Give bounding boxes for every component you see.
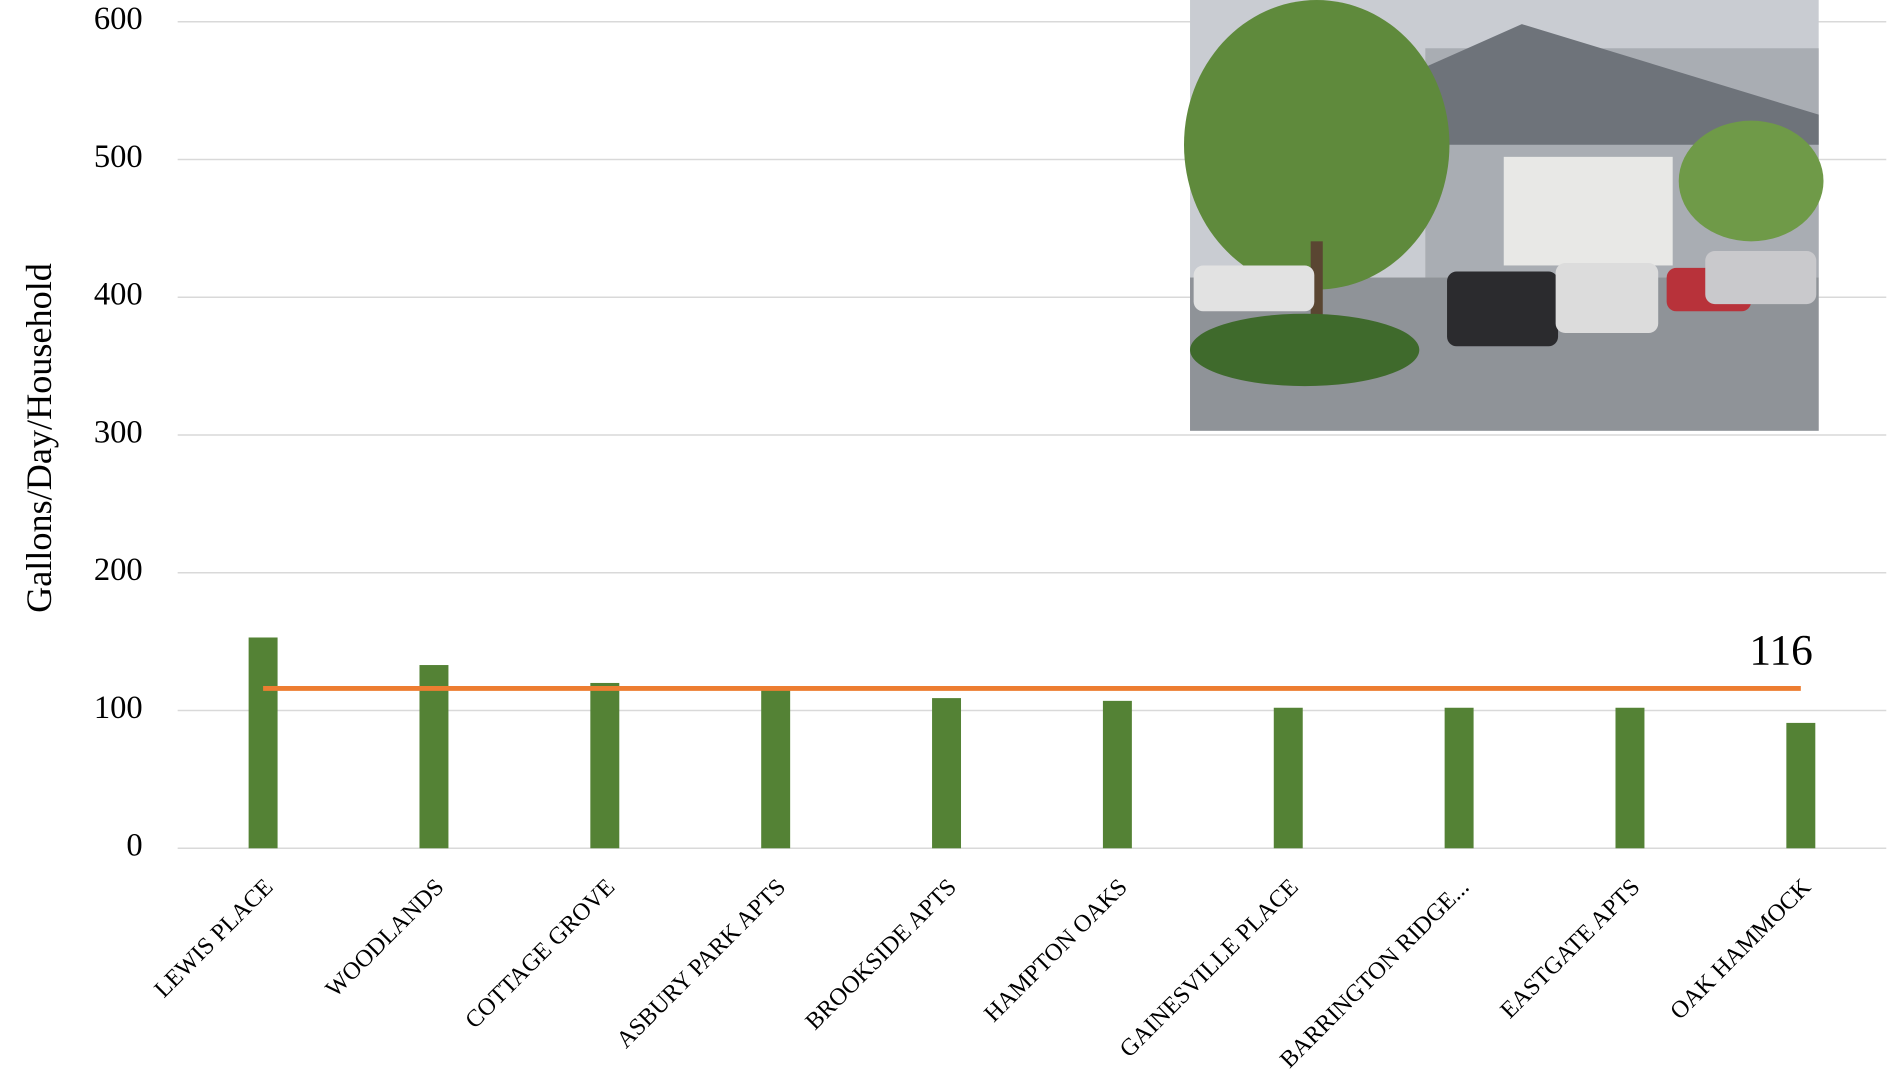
bar bbox=[1102, 700, 1132, 849]
x-tick-label: BROOKSIDE APTS bbox=[800, 874, 962, 1036]
bar bbox=[761, 687, 791, 849]
x-tick-label: EASTGATE APTS bbox=[1495, 874, 1645, 1024]
photo-tree bbox=[1183, 0, 1450, 290]
photo-car bbox=[1705, 250, 1817, 305]
y-tick-label: 0 bbox=[126, 828, 142, 864]
x-tick-label: GAINESVILLE PLACE bbox=[1114, 874, 1303, 1063]
y-tick-label: 300 bbox=[94, 414, 143, 450]
bar bbox=[932, 698, 962, 849]
photo-porch bbox=[1503, 156, 1673, 266]
average-label: 116 bbox=[1749, 627, 1813, 675]
photo-car bbox=[1555, 263, 1659, 334]
x-tick-label: LEWIS PLACE bbox=[149, 874, 278, 1004]
bar bbox=[1444, 707, 1474, 849]
photo-car bbox=[1447, 271, 1559, 347]
x-tick-label: OAK HAMMOCK bbox=[1665, 873, 1817, 1025]
bar bbox=[1615, 707, 1645, 849]
bar bbox=[590, 682, 620, 849]
x-tick-label: ASBURY PARK APTS bbox=[611, 874, 791, 1054]
y-axis-label: Gallons/Day/Household bbox=[19, 263, 59, 613]
bar bbox=[1786, 722, 1816, 849]
x-tick-label: WOODLANDS bbox=[320, 874, 449, 1003]
bar bbox=[248, 637, 278, 849]
y-tick-label: 100 bbox=[94, 690, 143, 726]
photo-tree bbox=[1678, 120, 1824, 242]
x-tick-label: COTTAGE GROVE bbox=[460, 874, 620, 1034]
y-tick-label: 600 bbox=[94, 1, 143, 37]
y-tick-label: 400 bbox=[94, 277, 143, 313]
photo-roof bbox=[1413, 24, 1819, 145]
y-tick-label: 200 bbox=[94, 552, 143, 588]
x-tick-label: HAMPTON OAKS bbox=[979, 874, 1133, 1028]
bar bbox=[1273, 707, 1303, 849]
y-tick-label: 500 bbox=[94, 139, 143, 175]
x-tick-label: BARRINGTON RIDGE... bbox=[1275, 874, 1475, 1074]
photo-car bbox=[1193, 265, 1315, 312]
bar bbox=[419, 665, 449, 849]
photo-shrubs bbox=[1190, 313, 1420, 387]
photo bbox=[1183, 0, 1824, 431]
